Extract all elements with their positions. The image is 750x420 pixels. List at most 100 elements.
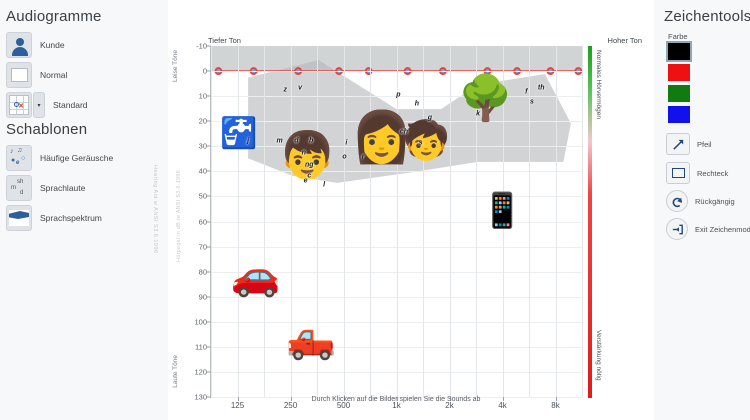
sidebar-item-sprachlaute[interactable]: sh m d Sprachlaute [6, 175, 85, 201]
y-axis-tick-mark [207, 120, 211, 122]
chevron-down-icon[interactable]: ▾ [33, 92, 45, 118]
grid-line-vertical [582, 46, 583, 397]
sidebar-item-sprachspektrum[interactable]: Sprachspektrum [6, 205, 102, 231]
quiet-tones-label: Leise Töne [172, 50, 179, 83]
audiograms-title: Audiogramme [6, 8, 102, 25]
y-axis-tick-mark [207, 221, 211, 222]
amplification-needed-label: Verstärkung nötig [595, 330, 602, 381]
grid-line-vertical [555, 46, 557, 397]
phoneme-label: ch [399, 128, 408, 136]
sound-image-lawnmower[interactable]: 🛻 [286, 317, 337, 362]
y-axis-tick: 0 [202, 66, 207, 76]
sidebar-item-standard[interactable]: ✕ ▾ Standard [6, 92, 88, 118]
color-swatch-green[interactable] [668, 85, 690, 102]
phoneme-label: g [427, 114, 433, 122]
plot-area[interactable]: -10 0 10 20 30 40 50 60 70 80 90 100 110 120 130 125 250… [194, 42, 583, 410]
y-axis-tick: 60 [198, 217, 207, 226]
color-swatch-red[interactable] [668, 64, 690, 81]
sidebar-item-label: Sprachspektrum [40, 213, 102, 223]
y-axis-tick: 130 [194, 392, 207, 402]
phoneme-label: j [247, 137, 250, 145]
sound-image-woman[interactable]: 👩 [350, 109, 413, 166]
phoneme-label: s [418, 139, 423, 147]
phoneme-label: th [537, 84, 545, 92]
color-swatch-blue[interactable] [668, 106, 690, 123]
grid-line-vertical [423, 46, 424, 397]
exit-icon [666, 218, 688, 240]
x-axis-tick: 4k [498, 401, 507, 410]
x-axis-tick-mark [396, 397, 398, 401]
x-axis-tick: 500 [336, 401, 351, 410]
normal-icon [6, 62, 32, 88]
y-axis-title: Hörpegel in dB re ANSI S3.6-1996 [176, 170, 182, 262]
y-axis-tick: 40 [198, 166, 207, 176]
grid-line-vertical [290, 46, 292, 397]
phoneme-label: z [283, 86, 287, 94]
sound-image-faucet[interactable]: 🚰 [220, 116, 258, 150]
left-sidebar: Audiogramme Kunde Normal ✕ [0, 0, 168, 420]
standard-grid-icon: ✕ [6, 92, 32, 118]
phoneme-label: k [476, 110, 481, 118]
drawing-tools-title: Zeichentools [664, 8, 750, 25]
sidebar-item-normal[interactable]: Normal [6, 62, 67, 88]
y-axis-tick: 110 [195, 342, 207, 352]
y-axis-tick-mark [207, 271, 211, 273]
phoneme-label: m [276, 137, 283, 145]
high-tone-note: Hoher Ton [607, 36, 642, 45]
speech-spectrum-icon [6, 205, 32, 231]
y-axis-tick: 100 [194, 317, 207, 327]
phoneme-label: s [529, 98, 534, 106]
sidebar-item-label: Sprachlaute [40, 183, 86, 193]
common-sounds-icon: ♪ ♫ ● ○ e [6, 145, 32, 171]
tool-rechteck[interactable]: Rechteck [666, 162, 728, 184]
phoneme-label: o [342, 153, 347, 161]
y-axis-tick-mark [207, 371, 211, 373]
grid-line-vertical [237, 46, 239, 397]
normal-hearing-label: Normales Hörvermögen [595, 50, 602, 119]
grid-line-vertical [317, 46, 318, 397]
sound-image-child[interactable]: 🧒 [402, 119, 450, 162]
arrow-icon [666, 133, 690, 155]
low-tone-note: Tiefer Ton [208, 36, 241, 45]
sound-image-tree[interactable]: 🌳 [458, 73, 513, 123]
phoneme-label: v [298, 84, 302, 92]
y-axis-tick: 30 [198, 141, 207, 151]
y-axis-tick: 90 [198, 292, 207, 302]
y-axis-tick-mark [207, 296, 211, 298]
y-axis-tick-mark [207, 145, 211, 147]
audiogram-chart: Tiefer Ton Hoher Ton Leise Töne Laute Tö… [168, 0, 693, 420]
x-axis-tick: 2k [445, 401, 454, 410]
phoneme-label: n [301, 149, 306, 157]
tool-pfeil[interactable]: Pfeil [666, 133, 712, 155]
y-axis-tick-mark [207, 95, 211, 97]
chart-caption: Durch Klicken auf die Bilder spielen Sie… [311, 396, 481, 403]
grid-line-vertical [211, 46, 212, 397]
templates-title: Schablonen [6, 121, 88, 138]
sound-image-boy[interactable]: 👦 [278, 128, 337, 181]
x-axis-tick: 1k [392, 401, 401, 410]
loud-tones-label: Laute Töne [172, 355, 179, 388]
y-axis-tick-mark [207, 321, 211, 323]
sidebar-item-haeufige-geraeusche[interactable]: ♪ ♫ ● ○ e Häufige Geräusche [6, 145, 113, 171]
grid-line-vertical [449, 46, 451, 397]
phoneme-label: ng [305, 161, 314, 169]
tool-rueckgaengig[interactable]: Rückgängig [666, 190, 735, 212]
grid-line-vertical [529, 46, 530, 397]
grid-line-vertical [370, 46, 371, 397]
y-axis-tick-mark [207, 70, 211, 72]
phoneme-label: l [323, 181, 326, 189]
tool-exit-zeichenmodus[interactable]: Exit Zeichenmodus [666, 218, 750, 240]
color-swatch-black[interactable] [666, 41, 692, 62]
severity-gradient-bar [588, 46, 592, 398]
y-axis-tick: 20 [198, 116, 207, 126]
tool-label: Rechteck [697, 168, 729, 178]
sidebar-item-label: Häufige Geräusche [40, 153, 114, 163]
tool-label: Rückgängig [695, 196, 735, 206]
x-axis-tick-mark [290, 397, 292, 401]
grid-line-vertical [502, 46, 504, 397]
sound-image-mobile[interactable]: 📱 [481, 191, 524, 230]
sidebar-item-kunde[interactable]: Kunde [6, 32, 65, 58]
rectangle-icon [666, 162, 690, 184]
sound-image-car[interactable]: 🚗 [230, 253, 281, 298]
sidebar-item-label: Standard [53, 100, 88, 110]
